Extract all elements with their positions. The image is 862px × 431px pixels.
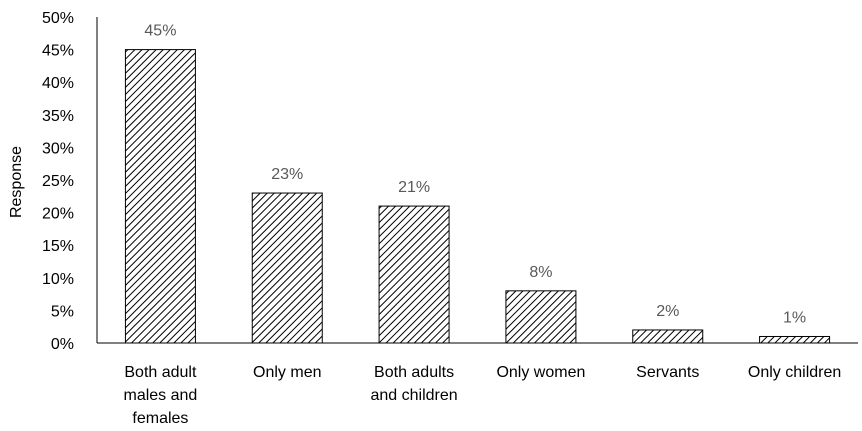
- y-axis-title: Response: [8, 146, 25, 218]
- y-tick-label: 50%: [42, 10, 74, 27]
- x-category-label: Both adult males and females: [124, 364, 198, 427]
- y-tick-label: 10%: [42, 271, 74, 288]
- bar: [759, 335, 831, 344]
- category-labels: Both adult males and females Only men Both a…: [124, 364, 842, 427]
- bar: [124, 49, 196, 344]
- data-label: 1%: [783, 309, 806, 326]
- x-category-label: Only men: [253, 364, 321, 381]
- y-tick-label: 5%: [51, 303, 74, 320]
- bars: [124, 49, 831, 344]
- y-tick-label: 25%: [42, 173, 74, 190]
- bar: [378, 205, 450, 344]
- y-tick-label: 45%: [42, 43, 74, 60]
- y-tick-label: 15%: [42, 238, 74, 255]
- y-tick-label: 40%: [42, 75, 74, 92]
- data-label: 23%: [271, 166, 303, 183]
- data-label: 45%: [144, 23, 176, 40]
- data-label: 21%: [398, 179, 430, 196]
- y-tick-label: 35%: [42, 108, 74, 125]
- y-tick-label: 30%: [42, 140, 74, 157]
- y-tick-label: 20%: [42, 206, 74, 223]
- y-tick-label: 0%: [51, 336, 74, 353]
- data-label: 2%: [656, 303, 679, 320]
- bar: [251, 192, 323, 344]
- x-category-label: Only women: [496, 364, 585, 381]
- data-labels: 45% 23% 21% 8% 2% 1%: [144, 23, 806, 327]
- x-category-label: Servants: [636, 364, 699, 381]
- x-category-label: Both adults and children: [370, 364, 457, 404]
- x-category-label: Only children: [748, 364, 841, 381]
- data-label: 8%: [529, 264, 552, 281]
- bar: [505, 290, 577, 344]
- y-axis-ticks: 0% 5% 10% 15% 20% 25% 30% 35% 40% 45% 50%: [42, 10, 74, 353]
- bar: [632, 329, 704, 344]
